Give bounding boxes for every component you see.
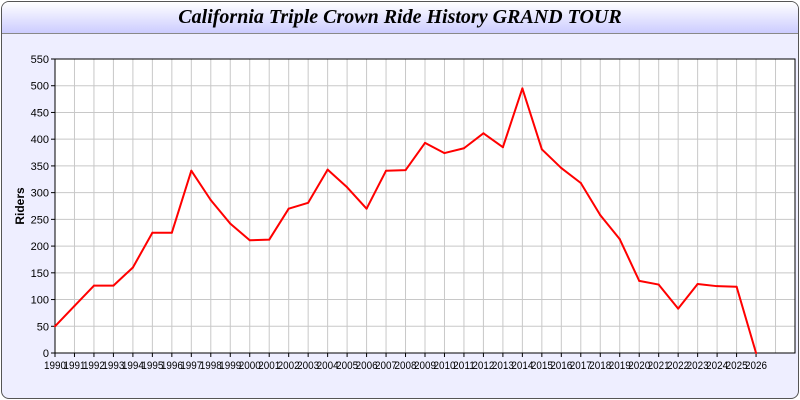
data-point [657, 283, 660, 286]
data-point [755, 352, 758, 354]
x-tick-label: 2025 [726, 360, 748, 372]
data-point [521, 87, 524, 90]
data-point [735, 285, 738, 288]
data-point [599, 214, 602, 217]
data-point [579, 182, 582, 185]
data-point [365, 207, 368, 210]
x-tick-label: 2021 [648, 360, 670, 372]
x-tick-label: 2004 [317, 360, 339, 372]
y-tick-label: 50 [37, 321, 49, 333]
x-tick-label: 1990 [44, 360, 66, 372]
data-point [696, 283, 699, 286]
y-axis-label: Riders [13, 187, 27, 225]
data-point [73, 304, 76, 307]
data-point [326, 168, 329, 171]
title-bar: California Triple Crown Ride History GRA… [2, 2, 798, 34]
y-tick-label: 200 [31, 241, 49, 253]
x-tick-label: 1992 [83, 360, 105, 372]
data-point [638, 279, 641, 282]
y-tick-label: 350 [31, 161, 49, 173]
data-point [404, 169, 407, 172]
data-point [618, 238, 621, 241]
x-tick-label: 1998 [200, 360, 222, 372]
x-tick-label: 2001 [258, 360, 280, 372]
y-tick-label: 400 [31, 134, 49, 146]
x-tick-label: 2013 [492, 360, 514, 372]
x-tick-label: 1994 [122, 360, 144, 372]
x-tick-label: 2024 [706, 360, 728, 372]
x-tick-label: 2000 [239, 360, 261, 372]
data-point [716, 285, 719, 288]
x-tick-label: 1991 [63, 360, 85, 372]
y-tick-label: 0 [43, 348, 49, 360]
data-point [424, 141, 426, 144]
data-point [92, 284, 95, 287]
data-point [131, 266, 134, 269]
x-tick-label: 1997 [180, 360, 202, 372]
data-point [677, 307, 680, 310]
x-tick-label: 2020 [628, 360, 650, 372]
y-tick-label: 450 [31, 107, 49, 119]
x-tick-label: 1999 [219, 360, 241, 372]
x-tick-label: 2026 [745, 360, 767, 372]
data-point [560, 167, 563, 170]
x-tick-label: 2015 [531, 360, 553, 372]
x-tick-label: 2012 [472, 360, 494, 372]
data-point [482, 132, 485, 135]
x-tick-label: 2018 [589, 360, 611, 372]
y-tick-label: 550 [31, 54, 49, 66]
x-tick-label: 2014 [511, 360, 533, 372]
x-tick-label: 2019 [609, 360, 631, 372]
data-point [209, 199, 212, 202]
plot-border [54, 58, 796, 354]
x-tick-label: 2010 [433, 360, 455, 372]
x-tick-label: 2003 [297, 360, 319, 372]
data-point [54, 325, 56, 328]
x-tick-label: 2011 [453, 360, 475, 372]
x-tick-label: 1993 [102, 360, 124, 372]
x-tick-label: 2002 [278, 360, 300, 372]
data-point [346, 186, 349, 189]
x-tick-label: 2016 [550, 360, 572, 372]
x-tick-label: 2009 [414, 360, 436, 372]
data-point [229, 222, 232, 225]
x-tick-label: 1996 [161, 360, 183, 372]
x-tick-label: 2007 [375, 360, 397, 372]
chart-title: California Triple Crown Ride History GRA… [178, 6, 622, 28]
data-point [248, 239, 251, 242]
x-tick-label: 2023 [687, 360, 709, 372]
data-point [112, 284, 115, 287]
x-tick-label: 1995 [141, 360, 163, 372]
y-tick-label: 100 [31, 295, 49, 307]
x-tick-label: 2005 [336, 360, 358, 372]
y-tick-label: 250 [31, 214, 49, 226]
y-tick-label: 300 [31, 188, 49, 200]
data-point [170, 231, 173, 234]
x-tick-label: 2022 [667, 360, 689, 372]
data-point [151, 231, 154, 234]
x-tick-label: 2006 [356, 360, 378, 372]
data-point [287, 207, 290, 210]
y-tick-label: 500 [31, 81, 49, 93]
data-point [268, 238, 271, 241]
data-point [462, 147, 465, 150]
data-point [501, 146, 504, 149]
x-tick-label: 2017 [570, 360, 592, 372]
data-point [307, 201, 310, 204]
data-point [385, 169, 388, 172]
x-tick-label: 2008 [395, 360, 417, 372]
data-point [540, 148, 543, 151]
y-tick-label: 150 [31, 268, 49, 280]
data-point [443, 152, 446, 155]
data-point [190, 169, 193, 172]
